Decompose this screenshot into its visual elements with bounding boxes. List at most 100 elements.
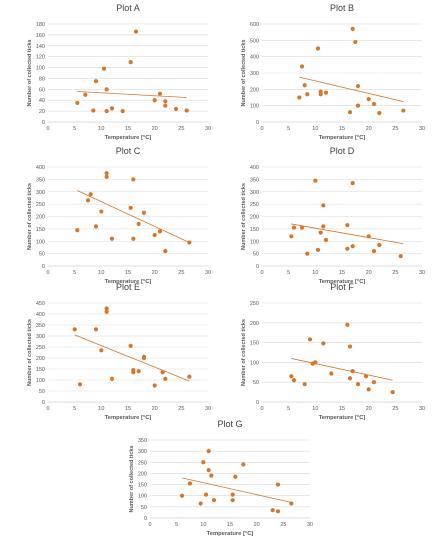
y-tick-label: 250	[250, 202, 259, 208]
data-point	[377, 242, 382, 248]
data-point	[307, 337, 313, 342]
x-tick-label: 10	[98, 406, 104, 412]
chart-panel-3: 0 50 100 150 200 250 300 350 400 0 5 10 15 20 25 30 Plot…	[27, 146, 211, 285]
x-tick-label: 25	[392, 406, 398, 412]
data-point	[366, 387, 371, 392]
y-tick-label: 300	[36, 334, 45, 340]
data-point	[355, 382, 361, 387]
x-tick-label: 10	[98, 126, 104, 132]
data-point	[209, 473, 214, 478]
data-point	[109, 106, 115, 111]
y-tick-label: 140	[36, 44, 45, 50]
x-axis-label: Temperature [°C]	[319, 279, 366, 285]
x-tick-label: 30	[205, 126, 211, 132]
data-point	[104, 87, 109, 92]
data-point	[104, 306, 109, 311]
y-tick-label: 300	[138, 449, 147, 455]
data-point	[233, 474, 238, 479]
data-point	[366, 234, 371, 239]
data-point	[85, 198, 91, 203]
data-point	[323, 90, 329, 95]
x-tick-label: 0	[148, 522, 151, 528]
data-point	[350, 180, 355, 186]
y-tick-label: 400	[36, 312, 45, 318]
data-point	[75, 100, 80, 106]
chart-panel-4: 0 50 100 150 200 250 300 350 400 0 5 10 15 20 25 30 Plot…	[241, 146, 425, 285]
data-point	[323, 237, 329, 243]
x-tick-label: 15	[339, 270, 345, 276]
data-point	[201, 460, 206, 465]
data-point	[109, 376, 115, 381]
data-point	[345, 322, 350, 327]
data-point	[131, 368, 136, 373]
data-point	[163, 99, 168, 104]
data-point	[93, 79, 99, 84]
data-point	[101, 66, 107, 71]
data-point	[230, 498, 235, 503]
chart-panel-5: 0 50 100 150 200 250 300 350 400 450 0 5 10 15 20 25 30 P…	[27, 282, 211, 421]
data-point	[104, 109, 109, 114]
data-point	[104, 171, 109, 176]
data-point	[128, 205, 133, 210]
data-point	[371, 380, 377, 385]
x-tick-label: 30	[419, 126, 425, 132]
x-tick-label: 20	[152, 406, 158, 412]
y-tick-label: 300	[250, 71, 259, 77]
data-point	[99, 209, 104, 214]
x-axis-label: Temperature [°C]	[207, 531, 254, 537]
data-point	[91, 108, 96, 113]
y-tick-label: 250	[36, 345, 45, 351]
y-axis-label: Number of collected ticks	[27, 40, 33, 107]
y-tick-label: 150	[250, 341, 259, 347]
data-point	[345, 246, 350, 251]
y-tick-label: 0	[144, 516, 147, 522]
trendline	[181, 477, 292, 503]
trendline	[74, 334, 190, 382]
x-tick-label: 5	[287, 126, 290, 132]
data-point	[99, 348, 104, 353]
x-tick-label: 25	[280, 522, 286, 528]
data-point	[302, 83, 307, 88]
data-point	[131, 236, 136, 241]
y-tick-label: 0	[42, 400, 45, 406]
y-tick-label: 50	[253, 380, 259, 386]
y-tick-label: 300	[250, 190, 259, 196]
y-tick-label: 0	[256, 264, 259, 270]
y-tick-label: 100	[250, 239, 259, 245]
data-point	[93, 327, 99, 332]
data-point	[315, 247, 321, 253]
data-point	[299, 64, 305, 69]
y-tick-label: 100	[138, 494, 147, 500]
data-point	[131, 177, 136, 182]
y-tick-label: 350	[138, 438, 147, 444]
x-tick-label: 10	[312, 406, 318, 412]
data-point	[297, 95, 302, 100]
y-tick-label: 50	[39, 389, 45, 395]
y-tick-label: 100	[36, 66, 45, 72]
y-axis-label: Number of collected ticks	[241, 183, 247, 250]
x-axis-label: Temperature [°C]	[319, 135, 366, 141]
data-point	[187, 374, 192, 379]
data-point	[75, 228, 80, 233]
data-point	[198, 501, 203, 506]
data-point	[366, 97, 371, 102]
y-tick-label: 450	[36, 301, 45, 307]
trendline	[77, 91, 187, 98]
y-tick-label: 250	[250, 301, 259, 307]
data-point	[203, 492, 209, 497]
data-point	[141, 354, 147, 359]
x-tick-label: 10	[200, 522, 206, 528]
data-point	[371, 249, 377, 254]
x-tick-label: 25	[178, 406, 184, 412]
y-tick-label: 40	[39, 98, 45, 104]
x-tick-label: 25	[178, 126, 184, 132]
x-tick-label: 30	[307, 522, 313, 528]
data-point	[291, 225, 297, 230]
data-point	[345, 223, 350, 228]
y-tick-label: 100	[250, 360, 259, 366]
y-tick-label: 0	[256, 120, 259, 126]
y-tick-label: 160	[36, 33, 45, 39]
data-point	[187, 481, 193, 486]
data-point	[347, 110, 353, 115]
data-point	[289, 501, 294, 506]
